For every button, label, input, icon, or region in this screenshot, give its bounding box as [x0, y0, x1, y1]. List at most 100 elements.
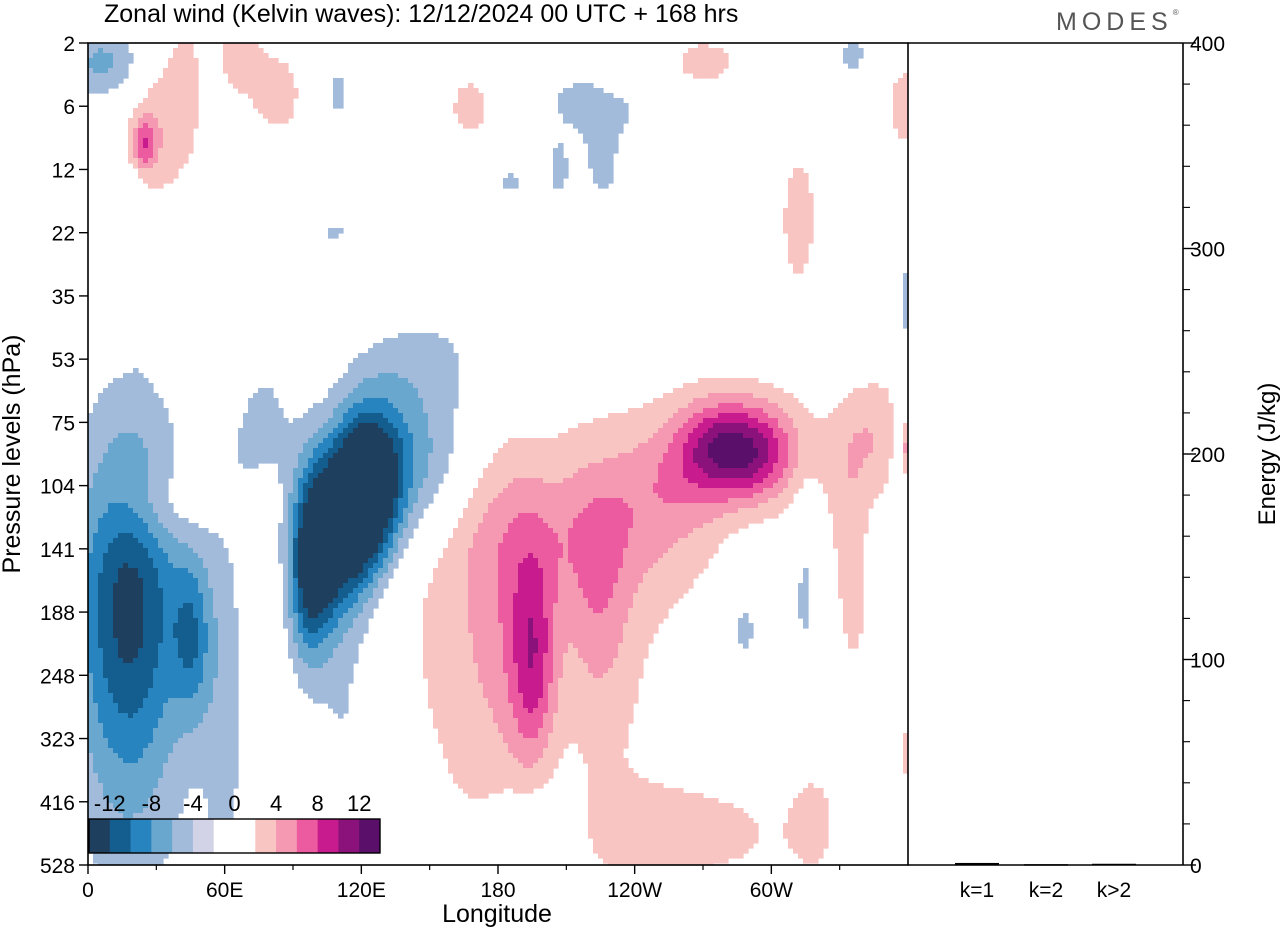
wind-cell	[128, 423, 134, 429]
wind-cell	[693, 538, 699, 544]
wind-cell	[443, 373, 449, 379]
wind-cell	[333, 88, 339, 94]
wind-cell	[683, 68, 689, 74]
wind-cell	[188, 63, 194, 69]
wind-cell	[103, 543, 109, 549]
wind-cell	[423, 488, 429, 494]
wind-cell	[413, 348, 419, 354]
wind-cell	[583, 498, 589, 504]
wind-cell	[633, 518, 639, 524]
wind-cell	[98, 63, 104, 69]
wind-cell	[103, 413, 109, 419]
wind-cell	[608, 543, 614, 549]
wind-cell	[388, 403, 394, 409]
wind-cell	[673, 448, 679, 454]
wind-cell	[548, 468, 554, 474]
wind-cell	[253, 53, 259, 59]
wind-cell	[668, 468, 674, 474]
wind-cell	[678, 423, 684, 429]
wind-cell	[713, 488, 719, 494]
wind-cell	[753, 473, 759, 479]
wind-cell	[393, 388, 399, 394]
wind-cell	[398, 543, 404, 549]
wind-cell	[98, 513, 104, 519]
wind-cell	[138, 393, 144, 399]
wind-cell	[508, 448, 514, 454]
wind-cell	[588, 118, 594, 124]
wind-cell	[768, 453, 774, 459]
wind-cell	[713, 463, 719, 469]
wind-cell	[593, 153, 599, 159]
wind-cell	[693, 468, 699, 474]
wind-cell	[403, 348, 409, 354]
wind-cell	[513, 538, 519, 544]
wind-cell	[538, 493, 544, 499]
wind-cell	[138, 168, 144, 174]
wind-cell	[243, 68, 249, 74]
wind-cell	[873, 388, 879, 394]
wind-cell	[903, 463, 908, 469]
wind-cell	[368, 518, 374, 524]
wind-cell	[708, 63, 714, 69]
wind-cell	[408, 433, 414, 439]
wind-cell	[593, 88, 599, 94]
wind-cell	[178, 48, 184, 54]
wind-cell	[133, 373, 139, 379]
wind-cell	[708, 458, 714, 464]
wind-cell	[338, 533, 344, 539]
wind-cell	[418, 483, 424, 489]
wind-cell	[803, 453, 809, 459]
wind-cell	[113, 463, 119, 469]
wind-cell	[418, 453, 424, 459]
wind-cell	[563, 113, 569, 119]
wind-cell	[708, 543, 714, 549]
wind-cell	[88, 428, 94, 434]
wind-cell	[668, 428, 674, 434]
wind-cell	[323, 418, 329, 424]
wind-cell	[578, 508, 584, 514]
wind-cell	[648, 523, 654, 529]
wind-cell	[543, 528, 549, 534]
wind-cell	[373, 403, 379, 409]
wind-cell	[683, 543, 689, 549]
wind-cell	[553, 508, 559, 514]
wind-cell	[123, 428, 129, 434]
wind-cell	[698, 408, 704, 414]
wind-cell	[833, 533, 839, 539]
wind-cell	[433, 468, 439, 474]
wind-cell	[338, 443, 344, 449]
wind-cell	[358, 503, 364, 509]
wind-cell	[598, 178, 604, 184]
wind-cell	[868, 458, 874, 464]
wind-cell	[423, 473, 429, 479]
wind-cell	[813, 443, 819, 449]
wind-cell	[253, 423, 259, 429]
wind-cell	[403, 398, 409, 404]
wind-cell	[373, 493, 379, 499]
wind-cell	[288, 453, 294, 459]
wind-cell	[763, 468, 769, 474]
wind-cell	[353, 448, 359, 454]
wind-cell	[383, 538, 389, 544]
wind-cell	[128, 433, 134, 439]
wind-cell	[183, 98, 189, 104]
wind-cell	[833, 418, 839, 424]
wind-cell	[673, 528, 679, 534]
wind-cell	[443, 358, 449, 364]
wind-cell	[598, 108, 604, 114]
wind-cell	[328, 543, 334, 549]
wind-cell	[603, 418, 609, 424]
wind-cell	[853, 483, 859, 489]
wind-cell	[308, 408, 314, 414]
wind-cell	[158, 83, 164, 89]
wind-cell	[308, 448, 314, 454]
wind-cell	[403, 498, 409, 504]
wind-cell	[838, 443, 844, 449]
wind-cell	[163, 433, 169, 439]
wind-cell	[558, 498, 564, 504]
wind-cell	[533, 473, 539, 479]
wind-cell	[88, 503, 94, 509]
wind-cell	[838, 448, 844, 454]
wind-cell	[373, 523, 379, 529]
wind-cell	[713, 48, 719, 54]
